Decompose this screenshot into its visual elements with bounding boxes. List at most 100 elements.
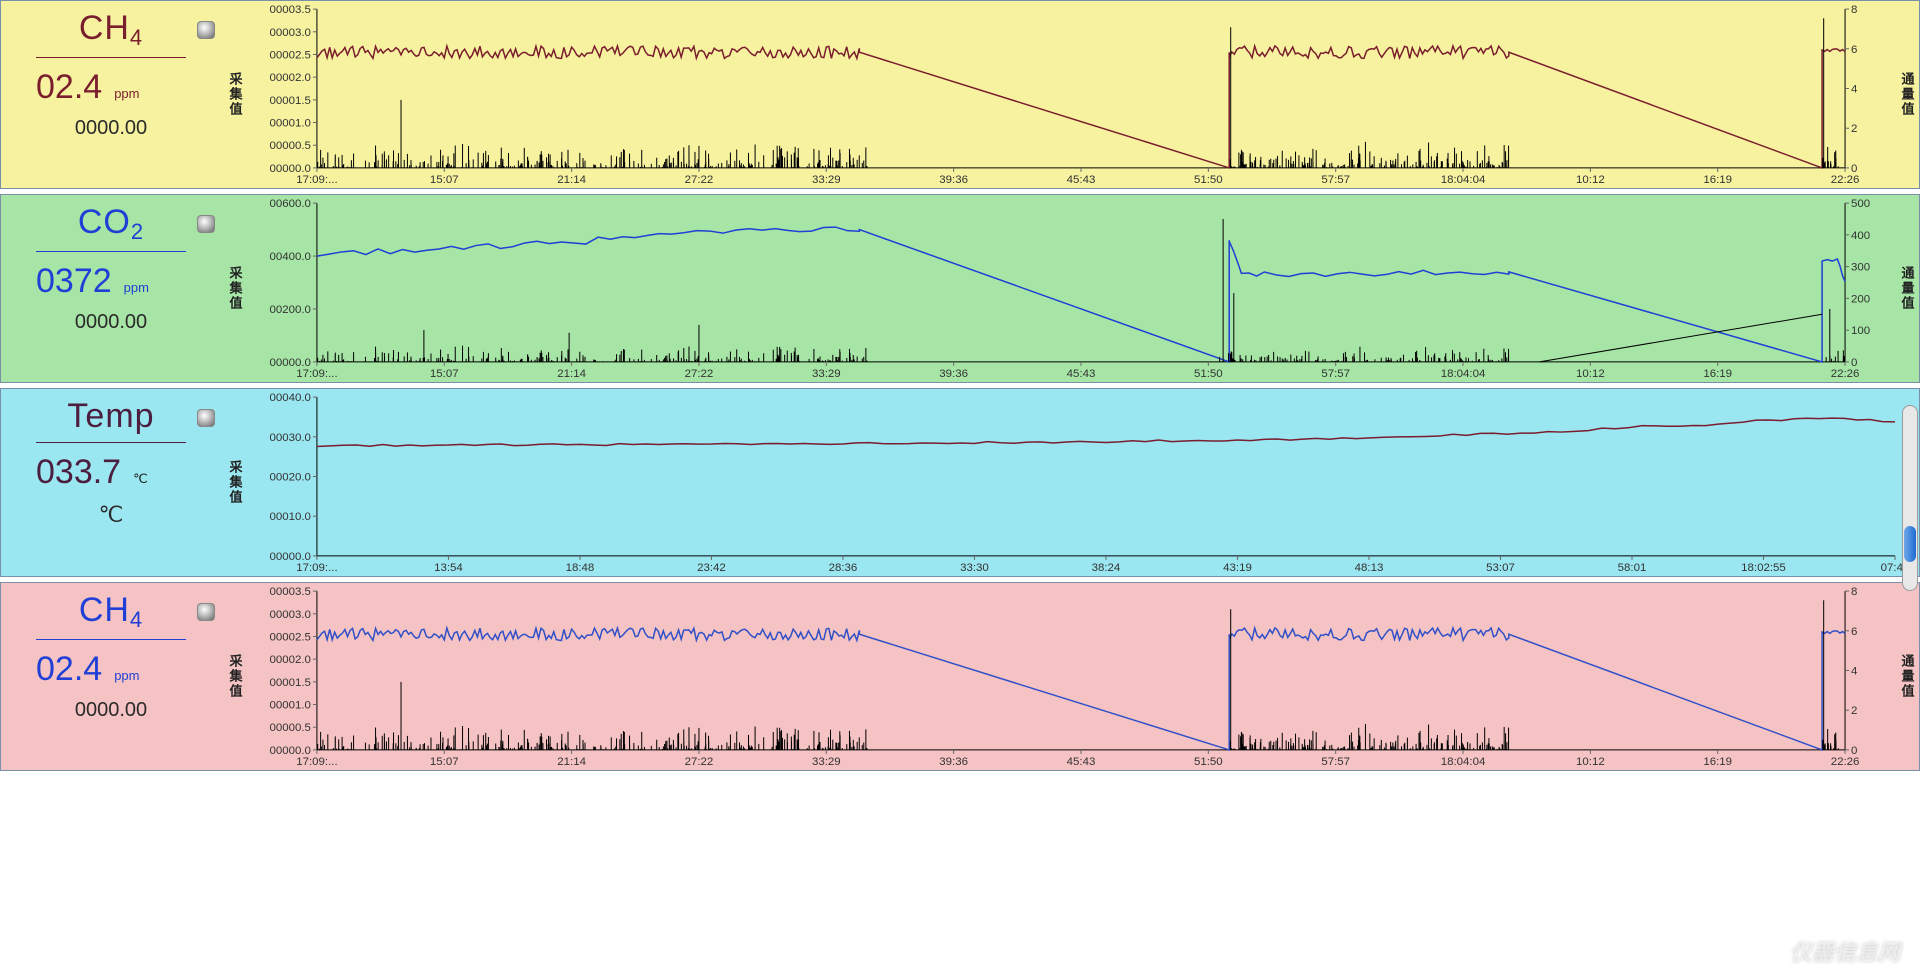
svg-text:39:36: 39:36: [939, 756, 968, 768]
svg-text:00002.0: 00002.0: [269, 72, 310, 84]
y-axis-label-left: 采集值: [221, 583, 249, 770]
svg-text:51:50: 51:50: [1194, 174, 1223, 186]
secondary-value: 0000.00: [75, 117, 147, 140]
chart-ch4_b: 00000.000000.500001.000001.500002.000002…: [255, 587, 1889, 768]
info-ch4_a: CH4 02.4ppm 0000.00: [1, 1, 221, 188]
svg-text:57:57: 57:57: [1321, 756, 1350, 768]
svg-text:4: 4: [1851, 84, 1858, 96]
svg-text:10:12: 10:12: [1576, 174, 1605, 186]
svg-text:8: 8: [1851, 587, 1857, 598]
y-axis-label-left: 采集值: [221, 1, 249, 188]
svg-text:00000.5: 00000.5: [269, 140, 310, 152]
svg-text:00001.5: 00001.5: [269, 677, 310, 689]
svg-text:27:22: 27:22: [685, 368, 714, 380]
svg-text:33:29: 33:29: [812, 368, 841, 380]
panel-ch4_a: CH402.4ppm0000.00采集值00000.000000.500001.…: [0, 0, 1920, 189]
svg-text:13:54: 13:54: [434, 562, 463, 574]
svg-text:4: 4: [1851, 666, 1858, 678]
chart-co2: 00000.000200.000400.000600.0010020030040…: [255, 199, 1889, 380]
svg-text:100: 100: [1851, 325, 1870, 337]
svg-text:57:57: 57:57: [1321, 174, 1350, 186]
svg-text:00400.0: 00400.0: [269, 251, 310, 263]
svg-text:17:09:...: 17:09:...: [296, 368, 337, 380]
y-axis-label-right: 通量值: [1895, 195, 1919, 382]
svg-text:22:26: 22:26: [1831, 174, 1860, 186]
svg-text:22:26: 22:26: [1831, 368, 1860, 380]
svg-text:27:22: 27:22: [685, 756, 714, 768]
svg-text:51:50: 51:50: [1194, 368, 1223, 380]
panel-co2: CO20372ppm0000.00采集值00000.000200.000400.…: [0, 194, 1920, 383]
svg-text:21:14: 21:14: [557, 756, 586, 768]
svg-text:400: 400: [1851, 230, 1870, 242]
panel-temp: Temp033.7℃℃采集值00000.000010.000020.000030…: [0, 388, 1920, 577]
svg-text:18:02:55: 18:02:55: [1741, 562, 1786, 574]
svg-text:00030.0: 00030.0: [269, 432, 310, 444]
svg-text:16:19: 16:19: [1703, 368, 1732, 380]
svg-text:28:36: 28:36: [829, 562, 858, 574]
value-line: 0372ppm: [36, 262, 186, 301]
chart-ch4_a: 00000.000000.500001.000001.500002.000002…: [255, 5, 1889, 186]
svg-text:00000.5: 00000.5: [269, 722, 310, 734]
svg-text:00001.5: 00001.5: [269, 95, 310, 107]
status-light-icon[interactable]: [197, 21, 215, 39]
y-axis-label-right: 通量值: [1895, 583, 1919, 770]
y-axis-label-right: 通量值: [1895, 1, 1919, 188]
info-temp: Temp 033.7℃ ℃: [1, 389, 221, 576]
divider: [36, 639, 186, 640]
divider: [36, 442, 186, 443]
svg-text:6: 6: [1851, 44, 1857, 56]
unit: ppm: [114, 668, 139, 683]
svg-text:39:36: 39:36: [939, 174, 968, 186]
svg-text:18:04:04: 18:04:04: [1441, 174, 1486, 186]
scrollbar-vertical[interactable]: [1902, 405, 1918, 591]
svg-text:33:30: 33:30: [960, 562, 989, 574]
unit: ppm: [114, 86, 139, 101]
chart-wrap-co2: 00000.000200.000400.000600.0010020030040…: [249, 195, 1895, 382]
svg-text:22:26: 22:26: [1831, 756, 1860, 768]
svg-text:58:01: 58:01: [1618, 562, 1647, 574]
svg-text:39:36: 39:36: [939, 368, 968, 380]
svg-text:45:43: 45:43: [1067, 756, 1096, 768]
chart-wrap-ch4_b: 00000.000000.500001.000001.500002.000002…: [249, 583, 1895, 770]
scrollbar-thumb[interactable]: [1904, 526, 1916, 562]
secondary-value: 0000.00: [75, 311, 147, 334]
svg-text:00003.0: 00003.0: [269, 27, 310, 39]
secondary-value: 0000.00: [75, 699, 147, 722]
gas-name: Temp: [67, 397, 154, 436]
status-light-icon[interactable]: [197, 215, 215, 233]
svg-text:00010.0: 00010.0: [269, 511, 310, 523]
gas-name: CH4: [79, 9, 143, 51]
svg-text:21:14: 21:14: [557, 368, 586, 380]
svg-text:00020.0: 00020.0: [269, 472, 310, 484]
svg-text:300: 300: [1851, 262, 1870, 274]
svg-text:00600.0: 00600.0: [269, 199, 310, 210]
svg-text:00003.0: 00003.0: [269, 609, 310, 621]
svg-text:16:19: 16:19: [1703, 756, 1732, 768]
svg-text:500: 500: [1851, 199, 1870, 210]
svg-text:51:50: 51:50: [1194, 756, 1223, 768]
svg-text:17:09:...: 17:09:...: [296, 562, 337, 574]
main-value: 02.4: [36, 650, 102, 689]
main-value: 033.7: [36, 453, 121, 492]
svg-text:17:09:...: 17:09:...: [296, 174, 337, 186]
svg-text:6: 6: [1851, 626, 1857, 638]
value-line: 02.4ppm: [36, 68, 186, 107]
svg-text:2: 2: [1851, 123, 1857, 135]
svg-text:18:48: 18:48: [566, 562, 595, 574]
svg-text:15:07: 15:07: [430, 174, 459, 186]
chart-temp: 00000.000010.000020.000030.000040.017:09…: [255, 393, 1909, 574]
svg-text:10:12: 10:12: [1576, 368, 1605, 380]
svg-text:00002.5: 00002.5: [269, 631, 310, 643]
panel-ch4_b: CH402.4ppm0000.00采集值00000.000000.500001.…: [0, 582, 1920, 771]
status-light-icon[interactable]: [197, 409, 215, 427]
svg-text:00001.0: 00001.0: [269, 700, 310, 712]
svg-text:00003.5: 00003.5: [269, 587, 310, 598]
svg-text:10:12: 10:12: [1576, 756, 1605, 768]
info-co2: CO20372ppm0000.00: [1, 195, 221, 382]
status-light-icon[interactable]: [197, 603, 215, 621]
chart-wrap-ch4_a: 00000.000000.500001.000001.500002.000002…: [249, 1, 1895, 188]
svg-text:43:19: 43:19: [1223, 562, 1252, 574]
svg-text:27:22: 27:22: [685, 174, 714, 186]
value-line: 033.7℃: [36, 453, 186, 492]
unit-large: ℃: [99, 502, 124, 528]
